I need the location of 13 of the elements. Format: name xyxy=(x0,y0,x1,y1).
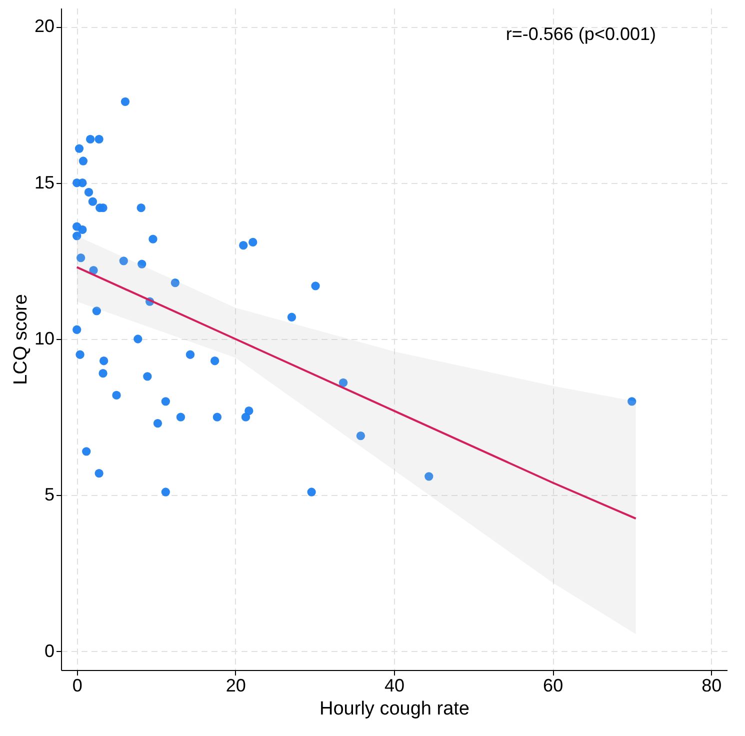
x-tick-label: 60 xyxy=(543,676,564,696)
x-tick-label: 20 xyxy=(226,676,246,696)
y-axis-title: LCQ score xyxy=(10,294,32,385)
y-tick-label: 5 xyxy=(44,484,54,505)
y-tick-label: 20 xyxy=(34,16,54,36)
x-axis-title: Hourly cough rate xyxy=(320,698,470,720)
x-tick-label: 80 xyxy=(702,676,722,696)
y-tick-label: 15 xyxy=(34,172,54,192)
x-tick-label: 0 xyxy=(72,676,82,696)
x-tick-label: 40 xyxy=(384,676,405,696)
y-tick-label: 0 xyxy=(44,640,54,661)
y-tick-label: 10 xyxy=(34,328,54,348)
annotation: r=-0.566 (p<0.001) xyxy=(506,24,656,44)
